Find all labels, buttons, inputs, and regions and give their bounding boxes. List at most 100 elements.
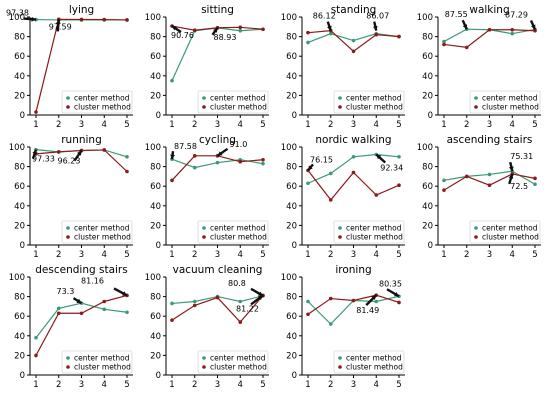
x-tick-label: 2: [192, 120, 197, 130]
center-data-point: [328, 31, 333, 36]
annotation-arrowhead: [122, 291, 127, 296]
legend-label-center: center method: [74, 94, 130, 103]
annotation-label: 96.23: [58, 157, 81, 166]
center-data-point: [34, 335, 38, 340]
legend-label-cluster: cluster method: [482, 103, 539, 112]
cluster-data-point: [328, 296, 333, 301]
annotation-label: 76.15: [310, 155, 333, 164]
annotation-label: 81.49: [356, 306, 379, 315]
chart-panel-sitting: sitting 0 20 40 60 80 100 1 2 3 4 5 90.76 88.93 center…: [145, 4, 269, 130]
x-tick-label: 4: [238, 120, 243, 130]
center-data-point: [533, 182, 537, 187]
center-series-line: [35, 302, 128, 339]
y-tick-label: 100: [281, 143, 297, 153]
annotation-label: 92.34: [380, 164, 403, 173]
legend-label-cluster: cluster method: [74, 363, 131, 372]
cluster-data-point: [351, 298, 356, 303]
legend-label-center: center method: [74, 354, 130, 363]
legend-label-center: center method: [482, 224, 538, 233]
x-tick-label: 1: [33, 380, 38, 390]
y-tick-label: 20: [150, 221, 161, 231]
y-tick-label: 60: [14, 52, 25, 62]
x-tick-label: 4: [102, 380, 107, 390]
legend-marker-center: [66, 226, 70, 230]
y-tick-label: 60: [150, 52, 161, 62]
cluster-data-point: [192, 154, 197, 158]
center-data-point: [192, 165, 197, 170]
center-data-point: [56, 306, 61, 311]
legend-marker-cluster: [338, 105, 342, 109]
annotation-label: 88.93: [214, 33, 237, 42]
center-data-point: [397, 155, 401, 159]
cluster-series-line: [171, 155, 264, 181]
cluster-data-point: [238, 159, 243, 164]
x-tick-label: 5: [260, 120, 265, 130]
legend-label-center: center method: [346, 354, 402, 363]
center-data-point: [374, 299, 379, 304]
x-tick-label: 2: [192, 380, 197, 390]
center-data-point: [238, 28, 243, 33]
x-tick-label: 3: [351, 120, 356, 130]
y-tick-label: 40: [422, 202, 433, 212]
chart-panel-lying: lying 0 20 40 60 80 100 1 2 3 4 5 97.38 97.59 center m…: [6, 4, 133, 130]
annotation-label: 81.16: [81, 276, 104, 285]
y-tick-label: 40: [14, 332, 25, 342]
y-tick-label: 80: [150, 163, 161, 173]
x-tick-label: 5: [260, 380, 265, 390]
legend-label-center: center method: [346, 94, 402, 103]
panel-title: standing: [331, 4, 377, 16]
cluster-data-point: [192, 28, 197, 33]
x-tick-label: 3: [487, 250, 492, 260]
cluster-data-point: [125, 169, 129, 174]
annotation-label: 80.8: [228, 279, 246, 288]
legend-marker-center: [202, 96, 206, 100]
cluster-data-point: [397, 183, 401, 188]
panel-title: ascending stairs: [447, 134, 533, 146]
annotation-arrowhead: [212, 27, 218, 33]
y-tick-label: 80: [422, 33, 433, 43]
x-tick-label: 4: [510, 120, 515, 130]
legend-label-center: center method: [210, 354, 266, 363]
y-tick-label: 20: [14, 221, 25, 231]
y-tick-label: 60: [286, 52, 297, 62]
x-tick-label: 4: [374, 120, 379, 130]
legend-marker-cluster: [202, 235, 206, 239]
legend-marker-center: [338, 96, 342, 100]
legend-label-center: center method: [74, 224, 130, 233]
y-tick-label: 0: [156, 241, 161, 251]
y-tick-label: 0: [20, 241, 25, 251]
legend-label-cluster: cluster method: [346, 363, 403, 372]
cluster-data-point: [215, 295, 220, 300]
panel-title: vacuum cleaning: [173, 264, 263, 276]
cluster-series-line: [307, 170, 400, 201]
panel-title: ironing: [335, 264, 371, 276]
legend-label-cluster: cluster method: [346, 233, 403, 242]
legend-label-cluster: cluster method: [482, 233, 539, 242]
annotation-arrowhead: [372, 25, 378, 31]
x-tick-label: 5: [396, 120, 401, 130]
y-tick-label: 80: [286, 163, 297, 173]
chart-panel-descending-stairs: descending stairs 0 20 40 60 80 100 1 2 3 4 5 73.3 81…: [9, 264, 133, 390]
x-tick-label: 2: [56, 120, 61, 130]
chart-panel-ironing: ironing 0 20 40 60 80 100 1 2 3 4 5 80.35 81.49 center…: [281, 264, 405, 390]
y-tick-label: 40: [150, 202, 161, 212]
x-tick-label: 1: [33, 250, 38, 260]
legend-box: [61, 90, 133, 114]
x-tick-label: 1: [169, 250, 174, 260]
chart-panel-nordic-walking: nordic walking 0 20 40 60 80 100 1 2 3 4 5 76.15 92.3…: [281, 134, 405, 260]
legend-marker-cluster: [202, 365, 206, 369]
x-tick-label: 3: [79, 250, 84, 260]
y-tick-label: 60: [150, 312, 161, 322]
cluster-data-point: [487, 183, 492, 188]
center-data-point: [328, 322, 333, 326]
legend-marker-center: [66, 96, 70, 100]
center-data-point: [306, 299, 310, 304]
y-tick-label: 0: [20, 111, 25, 121]
x-tick-label: 1: [33, 120, 38, 130]
annotation-label: 87.29: [505, 10, 528, 19]
y-tick-label: 0: [292, 241, 297, 251]
y-tick-label: 0: [20, 371, 25, 381]
cluster-data-point: [442, 42, 446, 47]
legend-box: [333, 220, 405, 244]
annotation-arrowhead: [376, 154, 382, 160]
